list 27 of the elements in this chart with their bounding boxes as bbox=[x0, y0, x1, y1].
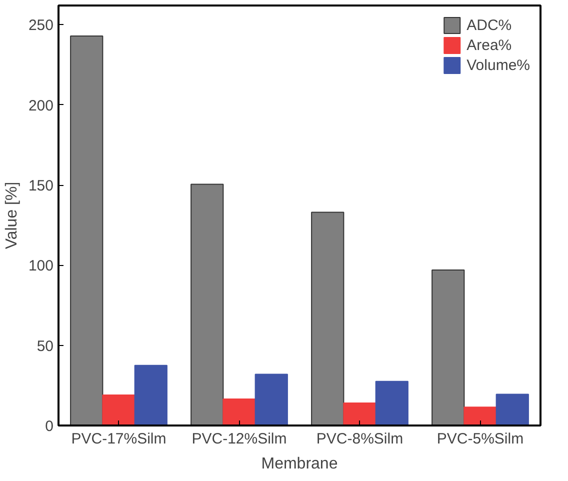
x-tick-label: PVC-17%Silm bbox=[71, 430, 166, 448]
bar bbox=[134, 364, 168, 426]
y-tick-label: 50 bbox=[36, 338, 54, 355]
bar bbox=[222, 398, 256, 426]
y-tick-label: 200 bbox=[28, 97, 54, 114]
legend-label: Volume% bbox=[466, 56, 530, 74]
bar bbox=[190, 184, 224, 426]
legend-label: Area% bbox=[466, 36, 512, 54]
bar bbox=[311, 212, 344, 426]
y-axis-title: Value [%] bbox=[3, 182, 20, 250]
legend-label: ADC% bbox=[466, 16, 512, 34]
bar bbox=[102, 394, 136, 426]
bar bbox=[375, 380, 408, 426]
bar bbox=[254, 374, 288, 426]
bar bbox=[343, 402, 376, 426]
bar bbox=[432, 270, 465, 426]
y-tick-label: 100 bbox=[28, 258, 54, 275]
bar bbox=[464, 406, 497, 426]
x-axis-title: Membrane bbox=[261, 456, 338, 472]
bar bbox=[70, 35, 104, 426]
x-tick-label: PVC-5%Silm bbox=[436, 430, 524, 448]
y-tick-label: 150 bbox=[28, 178, 54, 195]
x-tick-label: PVC-12%Silm bbox=[192, 430, 287, 448]
y-tick-label: 250 bbox=[28, 17, 54, 34]
y-tick-label: 0 bbox=[45, 418, 54, 435]
bar bbox=[496, 394, 529, 426]
x-tick-label: PVC-8%Silm bbox=[316, 430, 404, 448]
